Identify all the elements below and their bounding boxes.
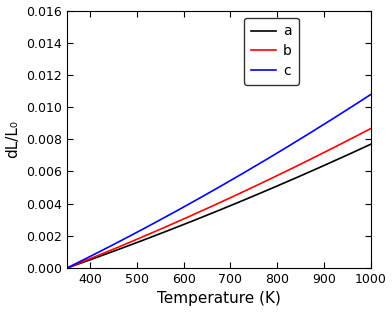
a [229,203,234,207]
Line: c: c [67,95,370,268]
c [245,169,250,173]
a [368,143,373,146]
b [245,188,250,192]
X-axis label: Temperature (K): Temperature (K) [157,291,281,306]
b [314,155,318,158]
b [211,204,215,208]
c [209,190,214,193]
a [314,167,318,171]
b [65,266,69,270]
Line: b: b [67,129,370,268]
b [209,205,214,208]
a [361,146,366,149]
a [65,266,69,270]
a [211,211,215,215]
Line: a: a [67,144,370,268]
b [229,196,234,199]
c [211,189,215,193]
a [209,212,214,215]
a [245,197,250,200]
c [361,98,366,101]
c [368,93,373,96]
c [314,128,318,131]
c [229,178,234,182]
b [368,127,373,131]
Y-axis label: dL/L₀: dL/L₀ [5,120,20,158]
c [65,266,69,270]
b [361,131,366,134]
Legend: a, b, c: a, b, c [244,17,299,85]
